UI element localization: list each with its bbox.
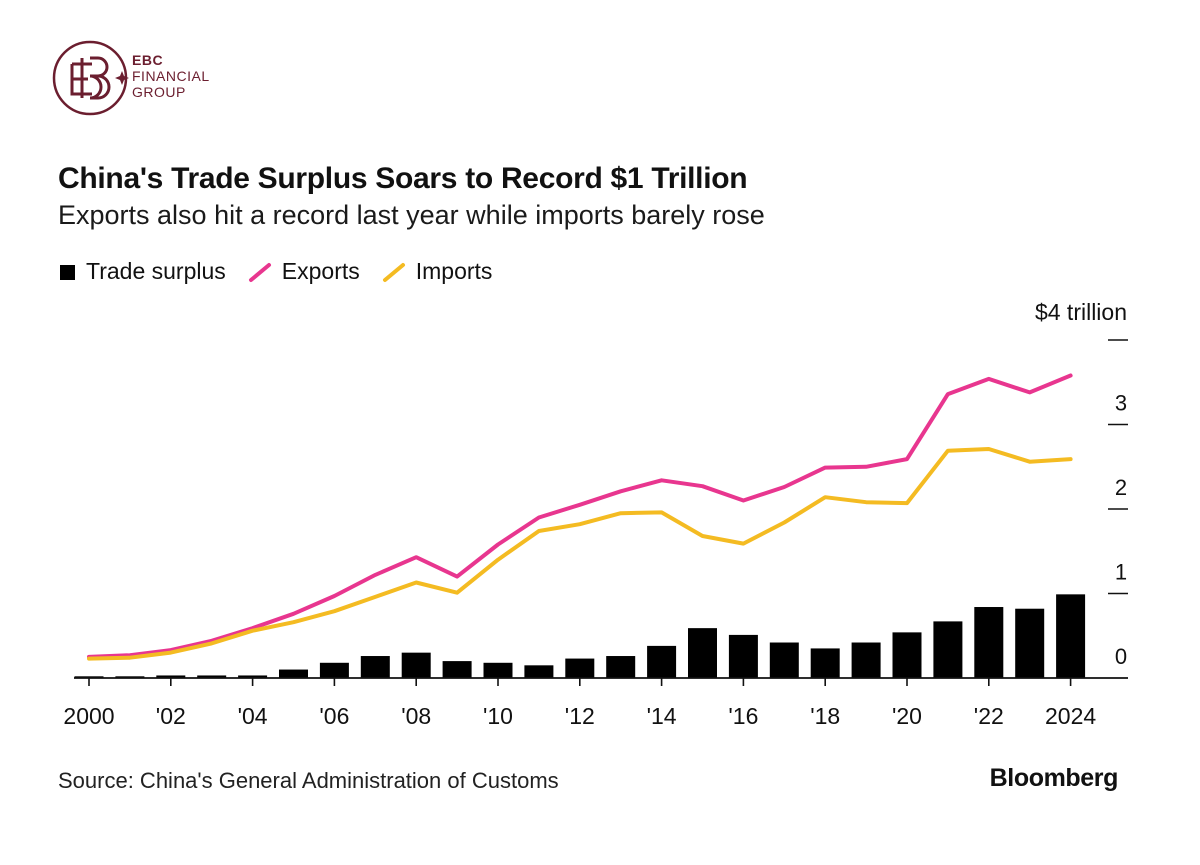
surplus-bar [1056, 594, 1086, 678]
legend-item-exports: Exports [248, 258, 360, 285]
surplus-bar [810, 648, 840, 678]
y-axis-ticks: 0 1 2 3 $4 trillion [1035, 300, 1128, 669]
surplus-bar [279, 669, 308, 678]
legend-item-imports: Imports [382, 258, 493, 285]
legend-label-trade-surplus: Trade surplus [86, 258, 226, 284]
legend-label-exports: Exports [281, 258, 360, 284]
surplus-bar [197, 675, 227, 678]
surplus-bar [442, 661, 472, 678]
surplus-bars [74, 594, 1086, 678]
surplus-bar [401, 652, 431, 678]
surplus-bar [1015, 608, 1045, 678]
surplus-bar [647, 645, 677, 678]
y-tick-label: 3 [1115, 391, 1127, 416]
x-tick-label: '20 [892, 703, 922, 729]
logo-line-1: EBC [132, 52, 164, 68]
source-note: Source: China's General Administration o… [58, 768, 559, 793]
surplus-bar [606, 656, 636, 678]
x-tick-label: '02 [156, 703, 186, 729]
chart-legend: Trade surplus Exports Imports [58, 258, 514, 285]
surplus-bar [728, 634, 758, 678]
x-tick-label: '12 [565, 703, 595, 729]
bloomberg-logo: Bloomberg [989, 764, 1119, 792]
surplus-bar [892, 632, 922, 678]
y-unit-label: $4 trillion [1035, 300, 1127, 325]
trade-chart: 0 1 2 3 $4 trillion 2000 '02 '04 '06 '08 '10 '12 '1… [63, 300, 1128, 729]
x-tick-label: '18 [810, 703, 840, 729]
surplus-bar [974, 607, 1004, 678]
logo-line-2: FINANCIAL [132, 68, 210, 84]
x-tick-label: '04 [238, 703, 268, 729]
surplus-bar [565, 658, 595, 678]
legend-square-icon [60, 264, 75, 280]
x-tick-label: '10 [483, 703, 513, 729]
logo-line-3: GROUP [132, 84, 186, 100]
surplus-bar [524, 665, 554, 678]
surplus-bar [769, 642, 799, 678]
ebc-monogram-icon [52, 40, 129, 116]
x-tick-label: '16 [728, 703, 758, 729]
y-tick-label: 0 [1115, 644, 1127, 669]
surplus-bar [238, 675, 268, 678]
x-axis: 2000 '02 '04 '06 '08 '10 '12 '14 '16 '18 '20 '22 202… [63, 677, 1128, 729]
exports-line [87, 373, 1073, 659]
legend-line-icon [382, 262, 405, 282]
surplus-bar [156, 675, 186, 678]
logo-wordmark: EBC FINANCIAL GROUP [132, 52, 210, 100]
x-tick-label: 2000 [63, 703, 114, 729]
x-tick-label: '08 [401, 703, 431, 729]
chart-title: China's Trade Surplus Soars to Record $1… [58, 162, 748, 195]
chart-subtitle: Exports also hit a record last year whil… [58, 200, 765, 230]
x-tick-label: '14 [647, 703, 677, 729]
surplus-bar [360, 656, 390, 678]
legend-item-trade-surplus: Trade surplus [58, 258, 226, 285]
y-tick-label: 2 [1115, 475, 1127, 500]
x-tick-label: '22 [974, 703, 1004, 729]
ebc-logo: EBC FINANCIAL GROUP [50, 38, 230, 118]
legend-line-icon [248, 262, 271, 282]
surplus-bar [851, 642, 881, 678]
surplus-bar [483, 662, 513, 678]
x-tick-label: '06 [319, 703, 349, 729]
surplus-bar [319, 662, 349, 678]
trade-lines [87, 373, 1073, 661]
surplus-bar [933, 621, 963, 678]
surplus-bar [688, 628, 717, 678]
x-tick-label: 2024 [1045, 703, 1096, 729]
legend-label-imports: Imports [415, 258, 493, 284]
imports-line [87, 447, 1073, 661]
y-tick-label: 1 [1115, 560, 1127, 585]
